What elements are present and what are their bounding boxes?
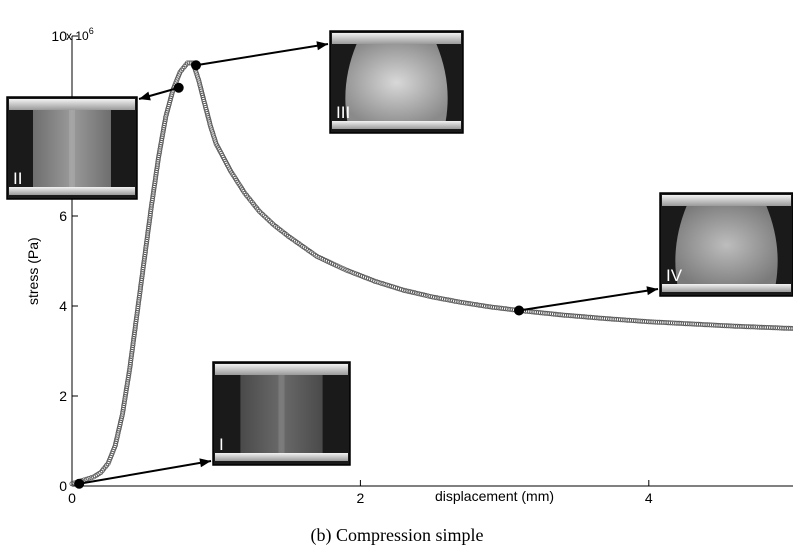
arrow-shaft <box>79 460 212 485</box>
data-point <box>421 292 427 298</box>
data-point <box>790 326 793 331</box>
sample-specimen <box>345 44 448 121</box>
x-tick-label: 2 <box>357 490 365 506</box>
data-point <box>432 294 438 300</box>
exponent-label: x 106 <box>66 26 94 43</box>
arrow-ii <box>138 86 179 101</box>
y-tick-label: 4 <box>59 298 67 314</box>
inset-label: III <box>336 103 350 122</box>
data-point <box>268 219 274 225</box>
specimen-highlight <box>278 375 285 453</box>
sample-specimen <box>675 206 778 284</box>
data-point <box>266 217 272 223</box>
x-tick-label: 0 <box>68 490 76 506</box>
data-point <box>264 216 270 222</box>
y-tick-label: 10 <box>51 28 67 44</box>
data-point <box>83 476 89 482</box>
data-point <box>88 475 94 481</box>
data-point <box>399 287 405 293</box>
data-point <box>412 290 418 296</box>
data-point <box>423 292 429 298</box>
annotation-arrows <box>79 41 659 485</box>
bottom-platen <box>662 284 791 292</box>
data-point <box>269 220 275 226</box>
data-point <box>447 297 453 303</box>
data-point <box>86 475 92 481</box>
bottom-platen <box>332 121 461 129</box>
arrow-head <box>646 286 658 296</box>
arrow-shaft <box>195 43 329 67</box>
data-point <box>434 295 440 301</box>
y-tick-label: 2 <box>59 388 67 404</box>
arrow-head <box>316 41 328 51</box>
sample-specimen <box>240 375 323 453</box>
arrow-shaft <box>518 288 659 312</box>
data-point <box>263 214 269 220</box>
data-series <box>69 60 793 487</box>
data-point <box>69 481 75 487</box>
figure-caption: (b) Compression simple <box>311 525 484 546</box>
data-point <box>409 289 415 295</box>
sample-specimen <box>33 110 111 187</box>
specimen-highlight <box>69 110 75 187</box>
data-point <box>425 293 431 299</box>
data-point <box>418 291 424 297</box>
arrow-i <box>79 458 212 485</box>
arrow-head <box>139 91 151 101</box>
inset-label: IV <box>666 266 683 285</box>
top-platen <box>215 364 348 375</box>
arrow-iii <box>195 41 329 67</box>
bottom-platen <box>215 453 348 461</box>
data-point <box>405 288 411 294</box>
highlighted-points <box>74 60 525 489</box>
data-point <box>414 290 420 296</box>
highlight-point-iii <box>191 60 202 71</box>
y-tick-label: 6 <box>59 208 67 224</box>
data-point <box>261 213 267 219</box>
data-point <box>256 208 262 214</box>
highlight-point-ii <box>173 82 184 93</box>
data-point <box>258 210 264 216</box>
highlight-point-iv <box>514 305 525 316</box>
top-platen <box>332 33 461 44</box>
y-tick-label: 0 <box>59 478 67 494</box>
sample-inset-ii: II <box>6 96 138 200</box>
data-point <box>416 291 422 297</box>
y-axis-label: stress (Pa) <box>25 237 41 305</box>
arrow-iv <box>518 286 659 312</box>
sample-inset-i: I <box>212 361 351 466</box>
inset-label: II <box>13 169 22 188</box>
inset-label: I <box>219 435 224 454</box>
data-point <box>260 211 266 217</box>
arrow-head <box>199 458 211 468</box>
data-point <box>407 289 413 295</box>
data-point <box>401 287 407 293</box>
x-axis-label: displacement (mm) <box>435 488 554 504</box>
sample-inset-iv: IV <box>659 192 793 297</box>
x-tick-label: 4 <box>645 490 653 506</box>
bottom-platen <box>9 187 135 195</box>
top-platen <box>9 99 135 110</box>
sample-inset-iii: III <box>329 30 464 134</box>
top-platen <box>662 195 791 206</box>
highlight-point-i <box>74 478 85 489</box>
data-point <box>403 288 409 294</box>
data-point <box>445 297 451 303</box>
